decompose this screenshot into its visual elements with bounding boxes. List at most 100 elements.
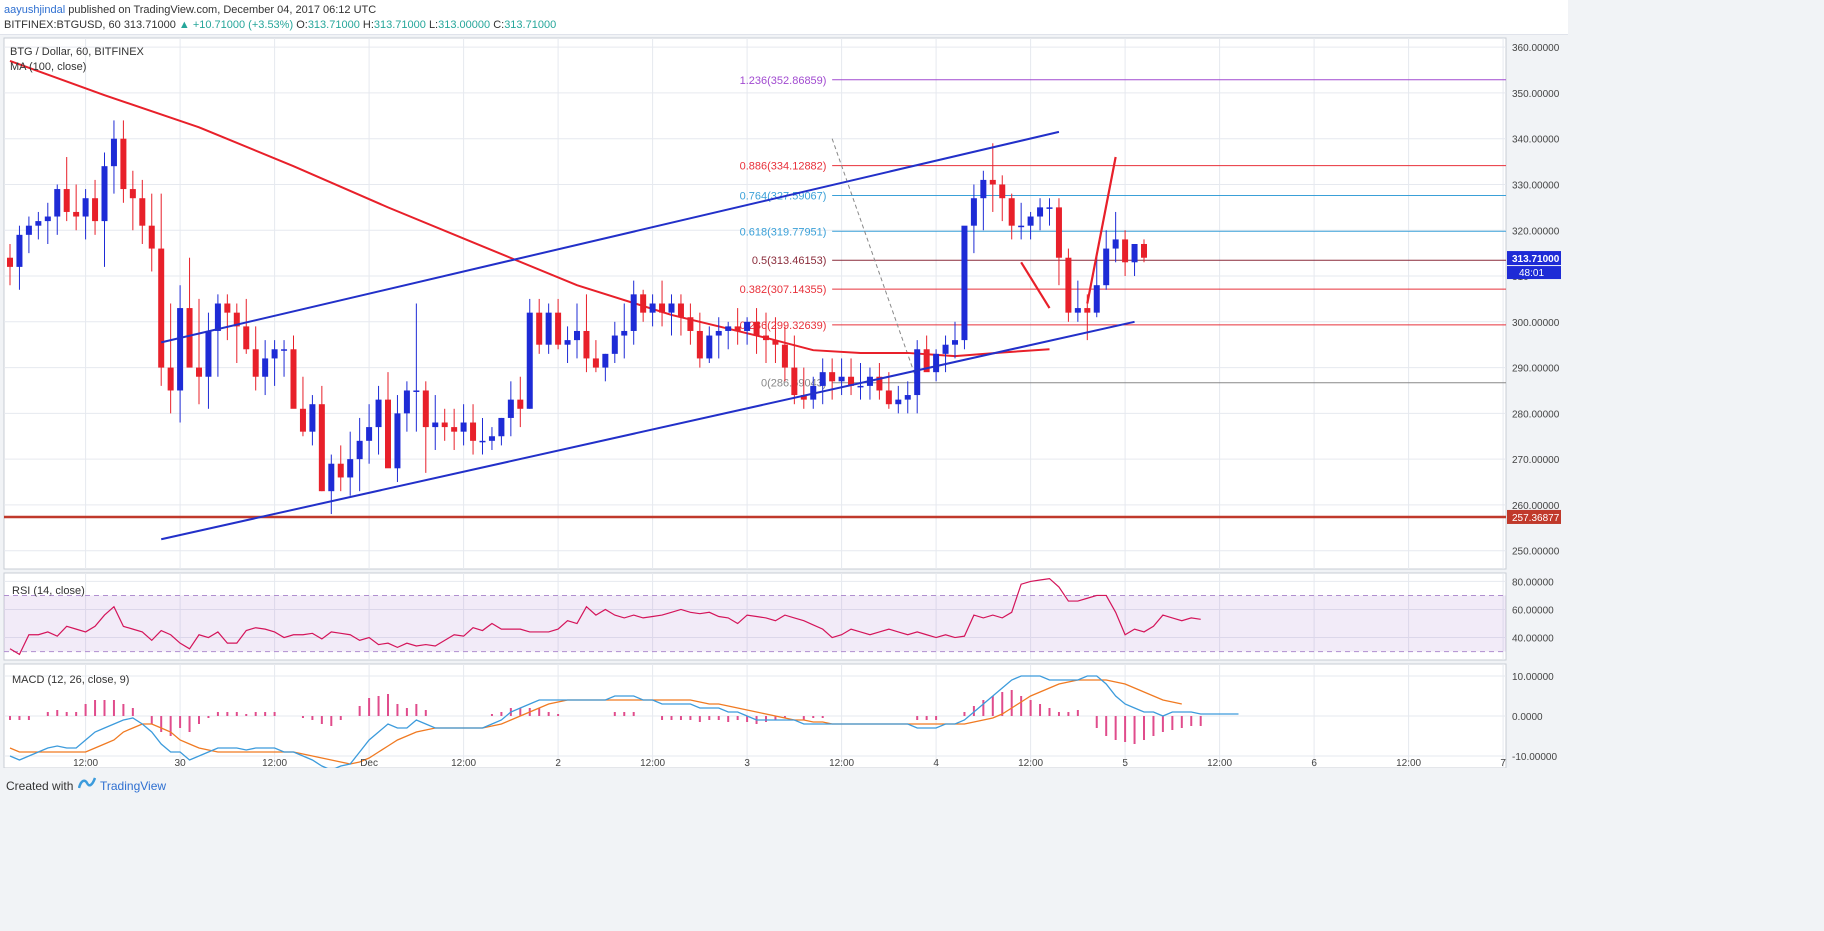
- candle-body: [763, 335, 769, 341]
- high-value: 313.71000: [373, 19, 426, 31]
- candle-body: [177, 308, 184, 391]
- candle-body: [366, 427, 373, 441]
- chart-title: BTG / Dollar, 60, BITFINEX: [10, 46, 145, 58]
- candle-body: [271, 349, 278, 359]
- fib-level-label: 1.236(352.86859): [740, 75, 827, 87]
- candle-body: [829, 372, 836, 382]
- candle-body: [611, 335, 618, 354]
- y-tick-label: 320.00000: [1512, 226, 1560, 237]
- rsi-line: [9, 577, 1201, 656]
- x-tick-label: 12:00: [1207, 758, 1232, 768]
- tradingview-link[interactable]: TradingView: [100, 779, 167, 793]
- price-change: ▲ +10.71000 (+3.53%): [178, 19, 294, 31]
- candle-body: [961, 225, 968, 341]
- candle-body: [139, 198, 146, 226]
- candle-body: [110, 138, 117, 167]
- rsi-legend: RSI (14, close): [12, 585, 85, 597]
- candle-body: [989, 179, 996, 185]
- candle-body: [101, 166, 108, 222]
- x-tick-label: 6: [1311, 758, 1317, 768]
- candle-body: [281, 349, 288, 351]
- candle-body: [555, 312, 562, 345]
- candle-body: [441, 422, 448, 428]
- candle-body: [233, 312, 240, 327]
- x-tick-label: 12:00: [1396, 758, 1421, 768]
- created-with-label: Created with: [6, 779, 74, 793]
- y-tick-label: 350.00000: [1512, 89, 1560, 100]
- candle-body: [224, 303, 231, 313]
- open-label: O:: [296, 19, 308, 31]
- candle-body: [933, 353, 940, 373]
- rsi-tick-label: 60.00000: [1512, 605, 1554, 616]
- candle-body: [1055, 207, 1062, 258]
- candle-body: [507, 399, 514, 418]
- candle-body: [772, 340, 779, 345]
- candle-body: [942, 344, 949, 354]
- y-tick-label: 260.00000: [1512, 501, 1560, 512]
- candle-body: [7, 257, 13, 267]
- x-tick-label: 12:00: [829, 758, 854, 768]
- candle-body: [422, 390, 429, 428]
- ma-legend: MA (100, close): [10, 61, 86, 73]
- chart-canvas[interactable]: 1.236(352.86859)0.886(334.12882)0.764(32…: [0, 34, 1568, 768]
- candle-body: [1131, 243, 1138, 263]
- candle-body: [999, 184, 1006, 199]
- candle-body: [574, 330, 580, 341]
- candle-body: [914, 349, 921, 396]
- candle-body: [196, 367, 202, 377]
- grid-lines: [4, 38, 1506, 768]
- y-tick-label: 290.00000: [1512, 364, 1560, 375]
- candle-body: [25, 225, 32, 235]
- support-price-tag: [1507, 509, 1561, 524]
- candle-body: [82, 198, 89, 217]
- candle-body: [318, 404, 325, 492]
- price-pane[interactable]: 1.236(352.86859)0.886(334.12882)0.764(32…: [4, 59, 1506, 541]
- candle-body: [800, 395, 807, 400]
- candle-body: [337, 463, 344, 478]
- y-tick-label: 340.00000: [1512, 135, 1560, 146]
- candle-body: [205, 330, 212, 377]
- candle-body: [129, 189, 136, 199]
- candle-body: [54, 189, 61, 217]
- macd-legend: MACD (12, 26, close, 9): [12, 674, 129, 686]
- candle-body: [120, 138, 127, 190]
- forecast-path: [1020, 261, 1051, 309]
- candle-body: [432, 422, 439, 428]
- footer: Created with TradingView: [0, 768, 1568, 800]
- macd-pane[interactable]: [9, 675, 1239, 768]
- fib-level-label: 0.886(334.12882): [740, 161, 827, 173]
- macd-tick-label: -10.00000: [1512, 752, 1557, 763]
- rsi-pane[interactable]: [4, 577, 1506, 656]
- candle-body: [243, 326, 250, 350]
- close-value: 313.71000: [504, 19, 557, 31]
- candle-body: [328, 463, 335, 492]
- x-tick-label: 7: [1500, 758, 1506, 768]
- candle-body: [1103, 248, 1110, 286]
- candle-body: [148, 225, 155, 249]
- candle-body: [290, 349, 297, 409]
- candle-body: [451, 427, 458, 432]
- candle-body: [668, 303, 675, 313]
- candle-body: [904, 395, 911, 400]
- countdown-tag: [1507, 266, 1561, 280]
- author-link[interactable]: aayushjindal: [4, 4, 66, 16]
- rsi-tick-label: 40.00000: [1512, 634, 1554, 645]
- candle-body: [35, 221, 42, 226]
- publish-line: aayushjindal published on TradingView.co…: [4, 4, 376, 16]
- candle-body: [394, 413, 401, 469]
- trend-line: [160, 130, 1060, 344]
- x-tick-label: 3: [744, 758, 750, 768]
- forecast-path: [1086, 156, 1117, 304]
- close-label: C:: [493, 19, 505, 31]
- x-tick-label: 12:00: [1018, 758, 1043, 768]
- fib-level-label: 0.382(307.14355): [740, 284, 827, 296]
- macd-tick-label: 10.00000: [1512, 672, 1554, 683]
- candle-body: [385, 399, 391, 469]
- candle-body: [649, 303, 656, 313]
- candle-body: [1122, 239, 1129, 263]
- candle-body: [356, 440, 363, 460]
- fib-level-label: 0.236(299.32639): [740, 320, 827, 332]
- candle-body: [347, 459, 354, 478]
- high-label: H:: [362, 19, 374, 31]
- candle-body: [403, 390, 410, 414]
